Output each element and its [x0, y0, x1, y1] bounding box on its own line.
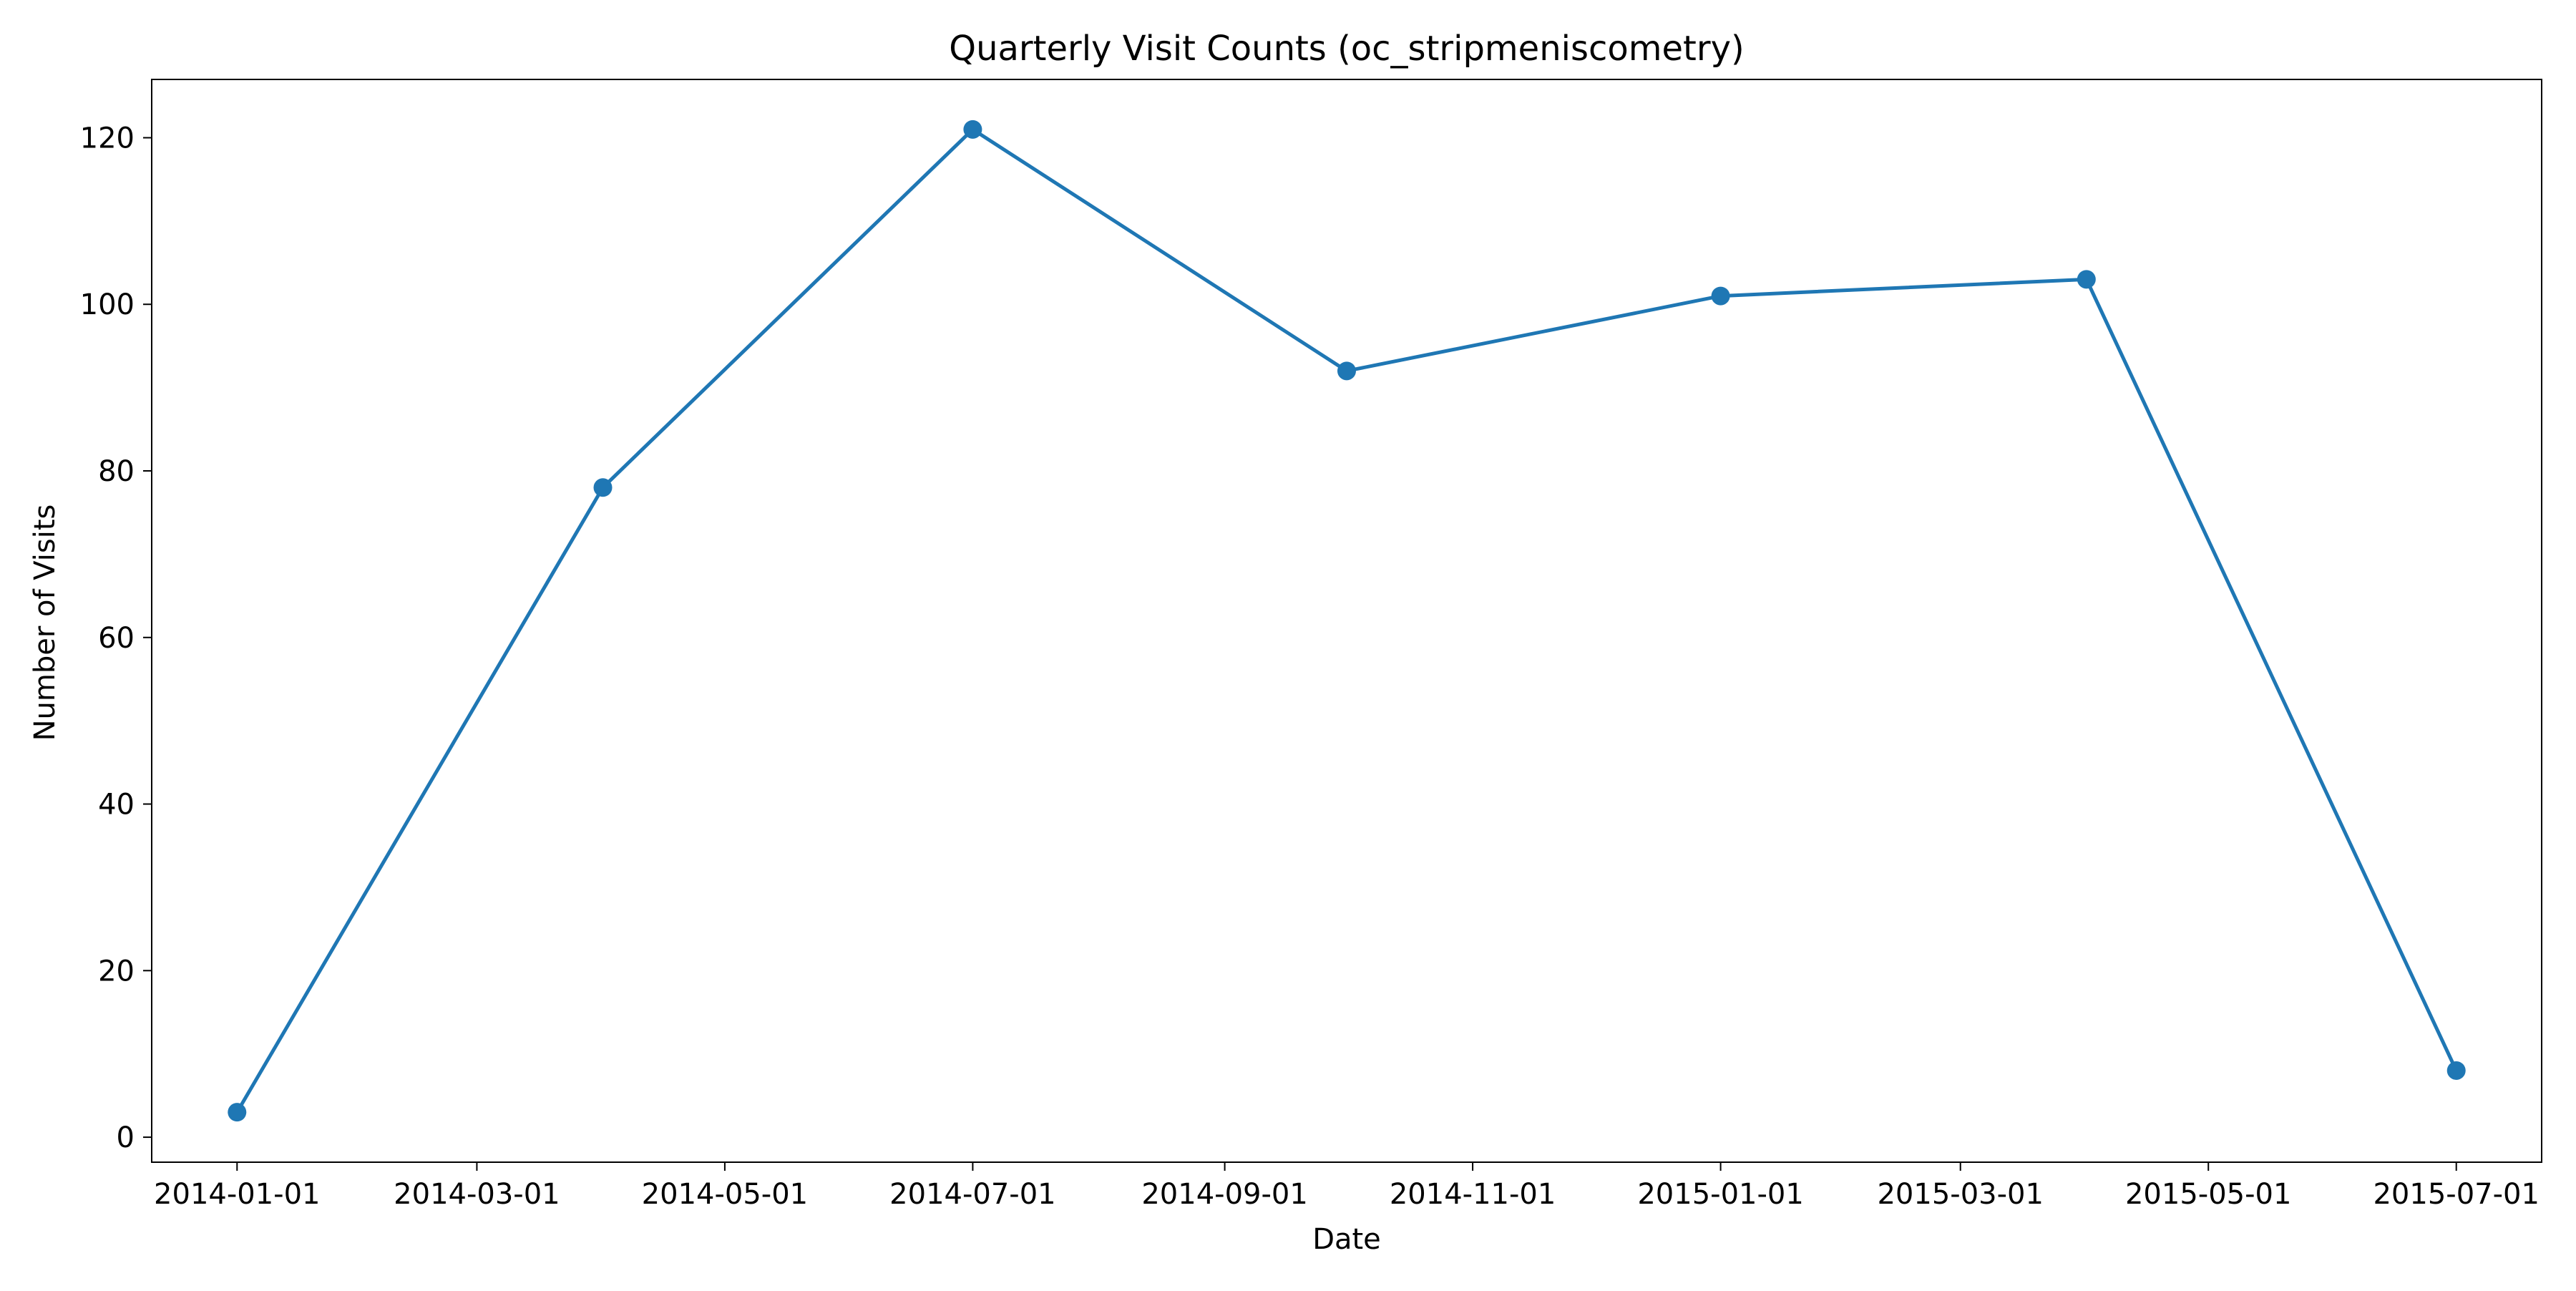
- data-point: [228, 1103, 247, 1122]
- plot-area: 0 20 40 60 80 100 120 2014-01-01 2014-03-01 2014-…: [80, 79, 2542, 1211]
- y-tick-label: 0: [117, 1121, 135, 1154]
- x-tick-label: 2014-03-01: [394, 1178, 560, 1211]
- data-point: [2077, 270, 2096, 289]
- x-tick-label: 2015-05-01: [2125, 1178, 2291, 1211]
- chart-title: Quarterly Visit Counts (oc_stripmeniscom…: [949, 29, 1744, 69]
- x-tick-label: 2014-07-01: [889, 1178, 1055, 1211]
- x-tick-label: 2014-01-01: [154, 1178, 320, 1211]
- y-tick-label: 100: [80, 288, 135, 321]
- data-point: [1337, 361, 1356, 381]
- data-point: [1711, 286, 1730, 306]
- y-tick-label: 120: [80, 122, 135, 155]
- y-tick-label: 20: [98, 955, 135, 988]
- y-tick-label: 80: [98, 455, 135, 488]
- x-tick-label: 2014-11-01: [1390, 1178, 1556, 1211]
- x-axis-label: Date: [1312, 1223, 1381, 1256]
- y-tick-label: 60: [98, 622, 135, 655]
- x-tick-label: 2014-05-01: [642, 1178, 808, 1211]
- data-point: [2446, 1061, 2466, 1080]
- x-tick-label: 2015-03-01: [1877, 1178, 2043, 1211]
- y-tick-label: 40: [98, 789, 135, 822]
- plot-frame: [151, 79, 2542, 1163]
- data-point: [593, 478, 613, 497]
- x-tick-label: 2014-09-01: [1141, 1178, 1307, 1211]
- x-tick-label: 2015-07-01: [2373, 1178, 2539, 1211]
- x-tick-label: 2015-01-01: [1637, 1178, 1803, 1211]
- data-point: [963, 120, 982, 139]
- y-axis-label: Number of Visits: [29, 505, 62, 741]
